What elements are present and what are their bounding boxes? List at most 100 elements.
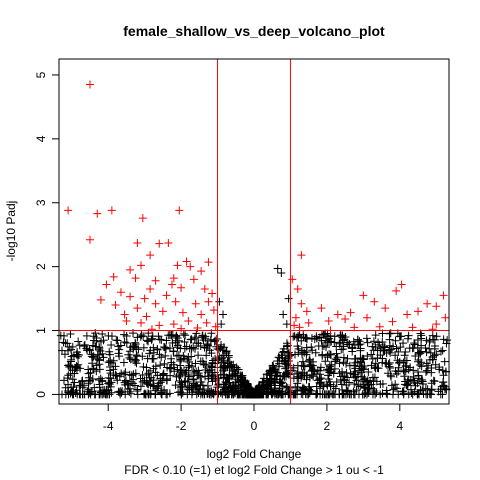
cloud-point <box>77 377 86 386</box>
cloud-point <box>409 372 418 381</box>
cloud-point <box>423 366 432 375</box>
significant-point <box>200 285 209 293</box>
cloud-point <box>419 379 428 388</box>
cloud-point <box>73 348 82 357</box>
cloud-point <box>133 385 142 394</box>
cloud-point <box>139 332 148 341</box>
cloud-point <box>142 336 151 345</box>
significant-point <box>167 280 176 289</box>
cloud-point <box>371 331 380 340</box>
significant-point <box>177 324 186 333</box>
cloud-point <box>385 329 394 338</box>
cloud-point <box>339 342 348 351</box>
x-axis: -4 -2 0 2 4 <box>103 403 403 433</box>
cloud-point <box>66 329 75 338</box>
cloud-point <box>380 342 389 351</box>
cloud-point <box>224 379 233 388</box>
cloud-point <box>404 375 413 384</box>
cloud-point <box>410 377 419 386</box>
cloud-point <box>302 350 311 359</box>
significant-point <box>186 262 195 271</box>
cloud-point <box>369 346 378 355</box>
point <box>414 368 423 377</box>
cloud-point <box>417 362 426 371</box>
cloud-point <box>331 357 340 366</box>
cloud-point <box>291 382 300 391</box>
cloud-point <box>381 359 390 368</box>
cloud-point <box>115 388 124 397</box>
cloud-point <box>369 377 378 386</box>
x-tick-label: 4 <box>396 419 403 433</box>
cloud-point <box>127 377 136 386</box>
cloud-point <box>376 390 385 399</box>
cloud-point <box>428 355 437 364</box>
cloud-point <box>138 371 147 380</box>
cloud-point <box>59 338 68 347</box>
cloud-point <box>330 332 339 341</box>
cloud-point <box>316 366 325 375</box>
cloud-point <box>273 356 282 365</box>
point <box>426 348 435 357</box>
cloud-point <box>196 373 205 382</box>
significant-point <box>414 307 423 316</box>
cloud-point <box>131 357 140 366</box>
cloud-point <box>416 349 425 358</box>
cloud-point <box>272 369 281 378</box>
cloud-point <box>161 344 170 353</box>
cloud-point <box>235 389 244 398</box>
cloud-point <box>362 334 371 343</box>
cloud-point <box>370 363 379 372</box>
cloud-point <box>246 385 255 394</box>
significant-point <box>439 291 448 300</box>
cloud-point <box>359 365 368 374</box>
cloud-point <box>78 390 87 399</box>
cloud-point <box>61 339 70 348</box>
significant-point <box>126 292 135 301</box>
cloud-point <box>184 363 193 372</box>
cloud-point <box>425 344 434 353</box>
cloud-point <box>105 366 114 375</box>
y-axis-label: -log10 Padj <box>4 201 18 262</box>
cloud-point <box>302 375 311 384</box>
cloud-point <box>427 379 436 388</box>
cloud-point <box>186 335 195 344</box>
cloud-point <box>422 359 431 368</box>
cloud-point <box>370 373 379 382</box>
cloud-point <box>421 368 430 377</box>
cloud-point <box>415 348 424 357</box>
cloud-point <box>64 360 73 369</box>
cloud-point <box>440 385 449 394</box>
nonsignificant-cloud <box>58 329 451 399</box>
cloud-point <box>353 335 362 344</box>
significant-point <box>291 313 300 322</box>
cloud-point <box>298 383 307 392</box>
significant-point <box>158 307 167 316</box>
cloud-point <box>319 330 328 339</box>
cloud-point <box>429 335 438 344</box>
y-tick-label: 4 <box>34 135 48 142</box>
cloud-point <box>185 361 194 370</box>
cloud-point <box>233 365 242 374</box>
cloud-point <box>285 388 294 397</box>
cloud-point <box>263 390 272 399</box>
cloud-point <box>88 353 97 362</box>
cloud-point <box>99 353 108 362</box>
cloud-point <box>184 371 193 380</box>
significant-point <box>297 299 306 308</box>
cloud-point <box>438 366 447 375</box>
cloud-point <box>419 389 428 398</box>
cloud-point <box>153 345 162 354</box>
significant-point <box>107 206 116 215</box>
cloud-point <box>157 390 166 399</box>
cloud-point <box>294 333 303 342</box>
cloud-point <box>301 334 310 343</box>
point <box>124 350 133 359</box>
cloud-point <box>202 351 211 360</box>
cloud-point <box>219 380 228 389</box>
cloud-point <box>69 383 78 392</box>
significant-point <box>151 276 160 285</box>
cloud-point <box>361 383 370 392</box>
cloud-point <box>129 370 138 379</box>
cloud-point <box>131 356 140 365</box>
